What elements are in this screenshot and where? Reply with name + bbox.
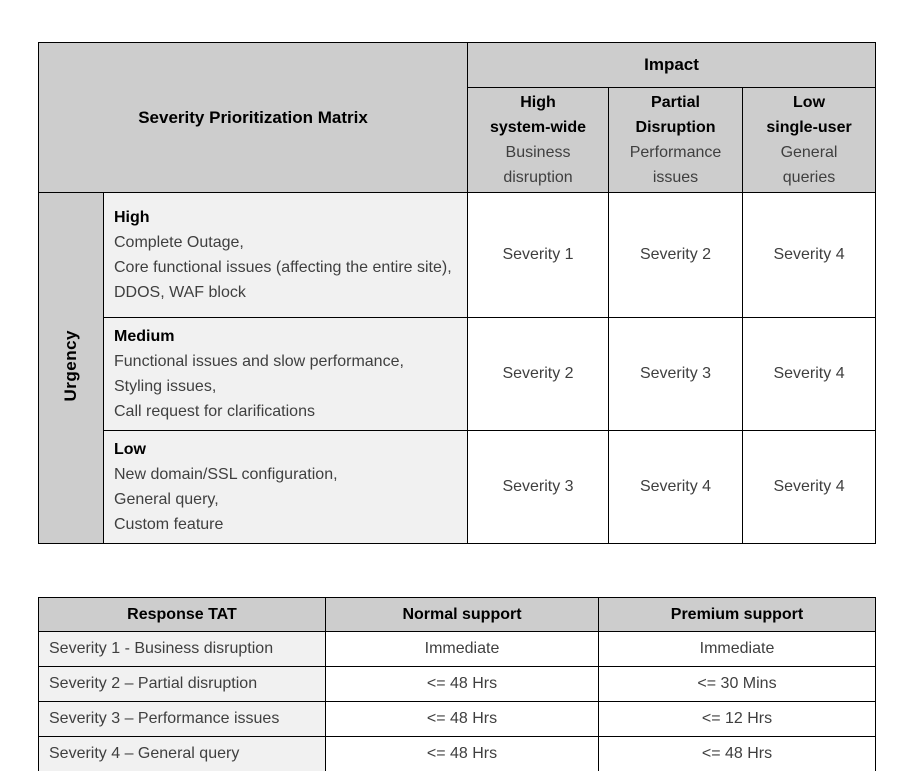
tat-normal-value: Immediate xyxy=(325,631,599,667)
impact-header: Impact xyxy=(467,42,877,88)
tat-header-premium: Premium support xyxy=(598,597,876,632)
tat-row-label: Severity 4 – General query xyxy=(38,736,326,771)
tat-normal-value: <= 48 Hrs xyxy=(325,701,599,737)
severity-matrix-table: Severity Prioritization Matrix Impact Hi… xyxy=(37,42,877,544)
urgency-description-low: Low New domain/SSL configuration, Genera… xyxy=(102,430,469,544)
tat-header-row: Response TAT Normal support Premium supp… xyxy=(38,597,876,632)
urgency-row-medium: Medium Functional issues and slow perfor… xyxy=(39,317,877,431)
urgency-level: Medium xyxy=(114,328,175,345)
urgency-row-low: Low New domain/SSL configuration, Genera… xyxy=(39,430,877,544)
impact-col-subtitle: Performance issues xyxy=(629,144,722,186)
impact-col-header-low-single-user: Low single-user General queries xyxy=(742,87,877,193)
impact-col-subtitle: General queries xyxy=(780,144,838,186)
tat-normal-value: <= 48 Hrs xyxy=(325,666,599,702)
urgency-level: Low xyxy=(114,441,146,458)
urgency-description-high: High Complete Outage, Core functional is… xyxy=(102,192,469,318)
tat-row-severity-3: Severity 3 – Performance issues <= 48 Hr… xyxy=(38,701,876,737)
impact-col-header-high-system-wide: High system-wide Business disruption xyxy=(467,87,610,193)
impact-col-header-partial-disruption: Partial Disruption Performance issues xyxy=(608,87,744,193)
urgency-label-cell: Urgency xyxy=(38,192,104,544)
severity-cell: Severity 2 xyxy=(608,192,744,318)
tat-premium-value: Immediate xyxy=(598,631,876,667)
tat-premium-value: <= 48 Hrs xyxy=(598,736,876,771)
severity-cell: Severity 4 xyxy=(608,430,744,544)
severity-cell: Severity 3 xyxy=(608,317,744,431)
tat-row-severity-1: Severity 1 - Business disruption Immedia… xyxy=(38,631,876,667)
impact-col-title: Low single-user xyxy=(766,94,852,136)
severity-cell: Severity 3 xyxy=(467,430,610,544)
urgency-level: High xyxy=(114,209,150,226)
response-tat-table: Response TAT Normal support Premium supp… xyxy=(38,597,876,771)
tat-row-severity-4: Severity 4 – General query <= 48 Hrs <= … xyxy=(38,736,876,771)
tat-header-normal: Normal support xyxy=(325,597,599,632)
urgency-row-high: Urgency High Complete Outage, Core funct… xyxy=(38,192,877,544)
matrix-header-row: Severity Prioritization Matrix Impact xyxy=(37,42,877,193)
severity-cell: Severity 4 xyxy=(742,317,877,431)
impact-subheader-row: High system-wide Business disruption Par… xyxy=(39,87,877,193)
tat-premium-value: <= 12 Hrs xyxy=(598,701,876,737)
urgency-description-text: New domain/SSL configuration, General qu… xyxy=(114,466,338,533)
urgency-description-medium: Medium Functional issues and slow perfor… xyxy=(102,317,469,431)
tat-header-response: Response TAT xyxy=(38,597,326,632)
impact-col-subtitle: Business disruption xyxy=(503,144,573,186)
urgency-label: Urgency xyxy=(61,329,80,402)
urgency-description-text: Functional issues and slow performance, … xyxy=(114,353,404,420)
severity-cell: Severity 4 xyxy=(742,430,877,544)
urgency-description-text: Complete Outage, Core functional issues … xyxy=(114,234,452,301)
matrix-title: Severity Prioritization Matrix xyxy=(37,42,469,193)
tat-row-label: Severity 1 - Business disruption xyxy=(38,631,326,667)
impact-col-title: High system-wide xyxy=(489,94,587,136)
impact-col-title: Partial Disruption xyxy=(635,94,716,136)
severity-cell: Severity 1 xyxy=(467,192,610,318)
tat-row-label: Severity 3 – Performance issues xyxy=(38,701,326,737)
tat-row-label: Severity 2 – Partial disruption xyxy=(38,666,326,702)
tat-premium-value: <= 30 Mins xyxy=(598,666,876,702)
severity-cell: Severity 2 xyxy=(467,317,610,431)
tat-normal-value: <= 48 Hrs xyxy=(325,736,599,771)
tat-row-severity-2: Severity 2 – Partial disruption <= 48 Hr… xyxy=(38,666,876,702)
severity-cell: Severity 4 xyxy=(742,192,877,318)
